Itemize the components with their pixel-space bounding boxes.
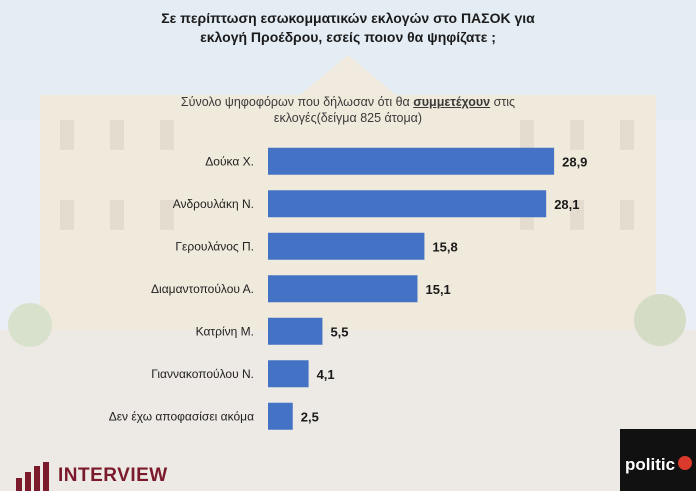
subtitle-post: στις xyxy=(490,95,516,109)
bar-value-label: 15,8 xyxy=(432,239,457,254)
politic-logo-text: politic xyxy=(625,455,676,474)
politic-logo-dot xyxy=(678,456,692,470)
chart-title-line-2: εκλογή Προέδρου, εσείς ποιον θα ψηφίζατε… xyxy=(200,29,496,45)
category-label: Διαμαντοπούλου Α. xyxy=(151,282,254,296)
category-label: Δούκα Χ. xyxy=(205,154,254,168)
bar-value-label: 2,5 xyxy=(301,409,319,424)
category-label: Ανδρουλάκη Ν. xyxy=(173,197,254,211)
category-label: Κατρίνη Μ. xyxy=(196,324,254,338)
subtitle-line-2: εκλογές(δείγμα 825 άτομα) xyxy=(273,111,423,125)
bar xyxy=(268,147,555,175)
chart-subtitle: Σύνολο ψηφοφόρων που δήλωσαν ότι θα συμμ… xyxy=(150,94,546,126)
interview-logo: INTERVIEW xyxy=(14,462,184,491)
subtitle-emphasis: συμμετέχουν xyxy=(413,95,491,109)
interview-logo-text: INTERVIEW xyxy=(58,465,168,486)
bar xyxy=(268,232,425,260)
bar xyxy=(268,275,418,303)
bar-value-label: 28,9 xyxy=(562,154,587,169)
bar xyxy=(268,317,323,345)
bar xyxy=(268,360,309,388)
chart-title: Σε περίπτωση εσωκομματικών εκλογών στο Π… xyxy=(60,9,636,47)
politic-logo: politic xyxy=(620,429,696,491)
bar-value-label: 15,1 xyxy=(425,282,450,297)
bar-value-label: 5,5 xyxy=(330,324,348,339)
category-label: Δεν έχω αποφασίσει ακόμα xyxy=(109,409,254,423)
bar xyxy=(268,402,293,430)
chart-title-line-1: Σε περίπτωση εσωκομματικών εκλογών στο Π… xyxy=(161,10,535,26)
subtitle-pre: Σύνολο ψηφοφόρων που δήλωσαν ότι θα xyxy=(180,95,414,109)
category-label: Γερουλάνος Π. xyxy=(175,239,254,253)
bar-value-label: 4,1 xyxy=(317,367,335,382)
category-label: Γιαννακοπούλου Ν. xyxy=(151,367,254,381)
bar xyxy=(268,190,547,218)
bar-chart: Δούκα Χ. 28,9 Ανδρουλάκη Ν. 28,1 Γερουλάνος … xyxy=(109,147,587,430)
interview-logo-mark xyxy=(16,462,49,491)
bar-value-label: 28,1 xyxy=(554,197,579,212)
